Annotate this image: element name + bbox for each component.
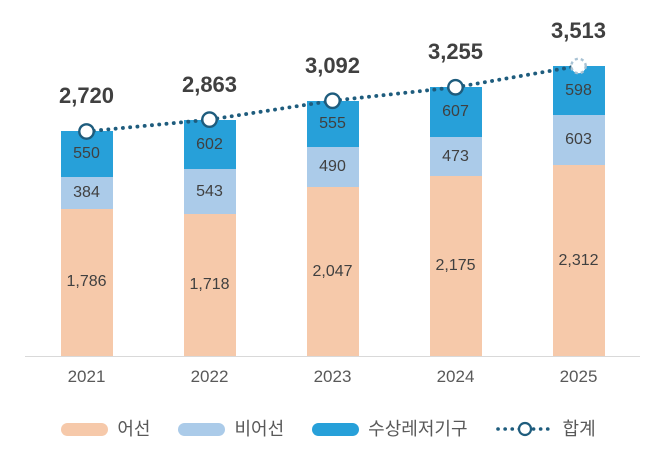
segment-value-label: 555 xyxy=(319,114,346,132)
legend-swatch xyxy=(312,422,360,436)
bar-segment-비어선-2023: 490 xyxy=(306,146,359,188)
segment-value-label: 550 xyxy=(73,145,100,163)
total-marker xyxy=(201,111,218,129)
x-axis: 2021 2022 2023 2024 2025 xyxy=(0,368,657,390)
bar-segment-비어선-2021: 384 xyxy=(60,176,113,209)
x-axis-label-2021: 2021 xyxy=(67,367,106,386)
legend-label: 합계 xyxy=(562,419,596,439)
legend-line-sample xyxy=(495,421,554,437)
total-value-label: 2,863 xyxy=(181,71,238,97)
legend-item-합계: 합계 xyxy=(495,419,596,439)
bar-segment-비어선-2022: 543 xyxy=(183,169,236,215)
legend-label: 어선 xyxy=(117,419,151,439)
legend-swatch xyxy=(61,422,109,436)
legend-label: 비어선 xyxy=(234,419,285,439)
segment-value-label: 490 xyxy=(319,157,346,175)
segment-value-label: 607 xyxy=(442,103,469,121)
bar-segment-어선-2022: 1,718 xyxy=(183,214,236,356)
bar-segment-어선-2025: 2,312 xyxy=(552,165,605,356)
bar-segment-수상레저기구-2025: 598 xyxy=(552,66,605,116)
total-marker xyxy=(78,123,95,140)
legend-swatch xyxy=(178,422,226,436)
segment-value-label: 473 xyxy=(442,147,469,165)
bar-segment-비어선-2024: 473 xyxy=(429,137,482,177)
segment-value-label: 1,718 xyxy=(189,276,230,294)
segment-value-label: 1,786 xyxy=(66,273,107,291)
bar-segment-수상레저기구-2024: 607 xyxy=(429,87,482,138)
segment-value-label: 2,312 xyxy=(558,251,599,269)
x-axis-label-2025: 2025 xyxy=(559,367,598,386)
x-axis-label-2022: 2022 xyxy=(190,367,229,386)
legend-label: 수상레저기구 xyxy=(368,419,468,439)
segment-value-label: 602 xyxy=(196,135,223,153)
bar-segment-수상레저기구-2021: 550 xyxy=(60,131,113,177)
x-axis-label-2024: 2024 xyxy=(436,367,475,386)
total-marker-dashed xyxy=(570,57,587,75)
segment-value-label: 384 xyxy=(73,183,100,201)
bar-segment-어선-2024: 2,175 xyxy=(429,176,482,356)
segment-value-label: 603 xyxy=(565,131,592,149)
total-marker xyxy=(447,78,464,96)
total-line-layer xyxy=(78,57,587,140)
segment-value-label: 2,175 xyxy=(435,257,476,275)
bar-segment-어선-2023: 2,047 xyxy=(306,187,359,356)
segment-value-label: 543 xyxy=(196,182,223,200)
total-marker xyxy=(324,92,341,110)
legend-item-어선: 어선 xyxy=(61,420,150,438)
plot-area: 1,786 384 550 2,720 1,718 543 602 2,863 2,047 490… xyxy=(25,10,640,357)
legend: 어선 비어선 수상레저기구 합계 xyxy=(0,420,657,438)
legend-item-수상레저기구: 수상레저기구 xyxy=(312,419,468,439)
total-value-label: 3,513 xyxy=(550,18,607,43)
legend-item-비어선: 비어선 xyxy=(178,420,284,438)
bar-segment-비어선-2025: 603 xyxy=(552,115,605,166)
segment-value-label: 2,047 xyxy=(312,262,353,280)
total-value-label: 3,255 xyxy=(427,39,484,65)
bar-segment-어선-2021: 1,786 xyxy=(60,208,113,356)
total-value-label: 2,720 xyxy=(58,83,115,109)
segment-value-label: 598 xyxy=(565,81,592,99)
total-value-label: 3,092 xyxy=(304,52,361,78)
x-axis-label-2023: 2023 xyxy=(313,367,352,386)
